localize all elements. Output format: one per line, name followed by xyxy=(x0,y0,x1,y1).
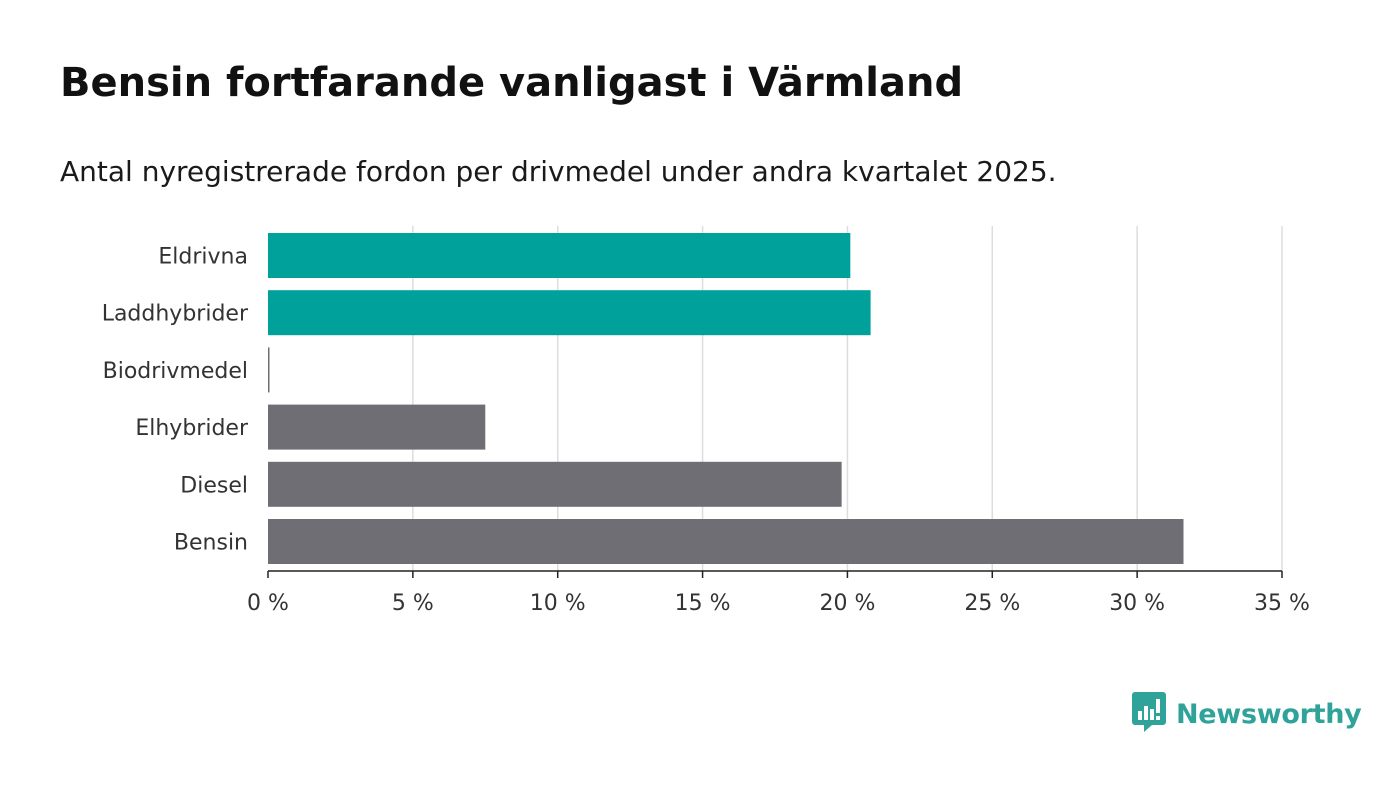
bar-chart-speech-bubble-icon xyxy=(1132,692,1166,736)
x-tick-label: 30 % xyxy=(1109,591,1165,616)
category-label: Elhybrider xyxy=(135,416,249,441)
grid-lines xyxy=(412,226,1283,571)
bar-diesel xyxy=(268,461,842,507)
category-label: Bensin xyxy=(174,531,248,556)
x-tick-label: 15 % xyxy=(675,591,731,616)
bar-eldrivna xyxy=(268,233,851,278)
x-tick-label: 10 % xyxy=(530,591,586,616)
category-label: Eldrivna xyxy=(158,245,248,270)
x-axis: 0 % 5 % 10 % 15 % 20 % 25 % 30 % 35 % xyxy=(247,570,1310,616)
category-label: Diesel xyxy=(180,473,248,498)
bars xyxy=(268,233,1184,564)
x-tick-label: 0 % xyxy=(247,591,289,616)
category-label: Laddhybrider xyxy=(102,302,249,327)
category-labels: Eldrivna Laddhybrider Biodrivmedel Elhybrid… xyxy=(102,245,249,556)
newsworthy-logo: Newsworthy xyxy=(1132,692,1362,736)
x-tick-label: 5 % xyxy=(392,591,434,616)
bar-laddhybrider xyxy=(268,290,871,336)
bar-biodrivmedel xyxy=(268,347,270,393)
category-label: Biodrivmedel xyxy=(103,359,248,384)
chart-subtitle: Antal nyregistrerade fordon per drivmede… xyxy=(60,155,1057,188)
bar-elhybrider xyxy=(268,404,486,450)
x-tick-label: 20 % xyxy=(819,591,875,616)
bar-bensin xyxy=(268,519,1184,564)
x-tick-label: 25 % xyxy=(964,591,1020,616)
x-tick-label: 35 % xyxy=(1254,591,1310,616)
chart-title: Bensin fortfarande vanligast i Värmland xyxy=(60,60,964,106)
logo-text: Newsworthy xyxy=(1176,698,1362,730)
